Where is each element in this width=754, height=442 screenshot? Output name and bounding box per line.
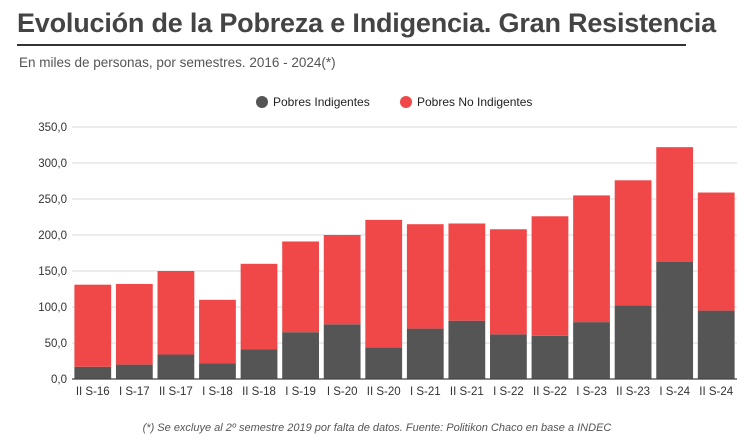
y-tick-label: 200,0 [38,230,67,242]
bar-indigentes [74,366,112,379]
bar-indigentes [406,328,444,379]
bars [74,147,735,379]
x-tick-label: II S-17 [159,386,193,398]
bar-no-indigentes [573,195,610,323]
bar-no-indigentes [656,147,694,262]
bar-no-indigentes [448,223,486,321]
bar-no-indigentes [365,219,403,348]
bar-no-indigentes [199,299,236,364]
bar-no-indigentes [490,229,527,335]
y-tick-label: 350,0 [38,122,67,134]
bar-no-indigentes [406,224,444,329]
chart-subtitle: En miles de personas, por semestres. 201… [19,55,336,70]
x-tick-label: I S-20 [327,386,358,398]
x-tick-label: II S-24 [699,386,733,398]
legend-indigentes-swatch [256,96,268,108]
bar-indigentes [157,354,195,379]
bar-indigentes [199,363,236,379]
bar-indigentes [573,322,610,379]
y-tick-label: 100,0 [38,302,67,314]
x-tick-label: II S-16 [76,386,110,398]
legend-no-indigentes-swatch [400,96,412,108]
bar-indigentes [614,305,652,379]
bar-indigentes [365,347,403,379]
y-tick-label: 150,0 [38,266,67,278]
bar-no-indigentes [115,283,153,365]
y-tick-label: 50,0 [45,338,67,350]
x-tick-label: I S-24 [659,386,690,398]
bar-no-indigentes [323,235,361,325]
x-tick-label: I S-22 [493,386,524,398]
bar-indigentes [240,349,278,379]
bar-indigentes [656,261,694,379]
x-tick-label: II S-23 [616,386,650,398]
x-tick-label: I S-19 [285,386,316,398]
bar-indigentes [115,364,153,379]
x-tick-label: I S-17 [119,386,150,398]
x-tick-label: I S-23 [576,386,607,398]
y-tick-label: 0,0 [51,374,67,386]
bar-indigentes [448,320,486,379]
legend: Pobres Indigentes Pobres No Indigentes [256,95,532,109]
legend-indigentes-label: Pobres Indigentes [273,95,370,109]
title-underline [17,44,686,46]
y-axis: 0,0 50,0 100,0 150,0 200,0 250,0 300,0 350,0 [38,122,67,386]
bar-no-indigentes [697,192,735,311]
x-tick-label: II S-20 [367,386,401,398]
x-tick-label: II S-21 [450,386,484,398]
y-tick-label: 250,0 [38,194,67,206]
bar-no-indigentes [157,271,195,355]
chart-title: Evolución de la Pobreza e Indigencia. Gr… [17,8,716,38]
bar-no-indigentes [531,216,569,336]
bar-indigentes [531,335,569,379]
legend-no-indigentes-label: Pobres No Indigentes [417,95,532,109]
bar-indigentes [323,324,361,379]
bar-no-indigentes [614,180,652,306]
x-tick-label: I S-21 [410,386,441,398]
bar-indigentes [697,310,735,379]
bar-no-indigentes [74,284,112,367]
bar-no-indigentes [282,241,319,333]
x-tick-label: I S-18 [202,386,233,398]
bar-indigentes [282,332,319,379]
y-tick-label: 300,0 [38,158,67,170]
x-tick-label: II S-18 [242,386,276,398]
bar-indigentes [490,334,527,379]
stacked-bar-chart: 0,0 50,0 100,0 150,0 200,0 250,0 300,0 350,0 II… [38,95,737,398]
bar-no-indigentes [240,263,278,350]
footnote: (*) Se excluye al 2º semestre 2019 por f… [142,422,612,434]
x-tick-label: II S-22 [533,386,567,398]
x-axis: II S-16 I S-17 II S-17 I S-18 II S-18 I S-19 I… [72,378,737,398]
